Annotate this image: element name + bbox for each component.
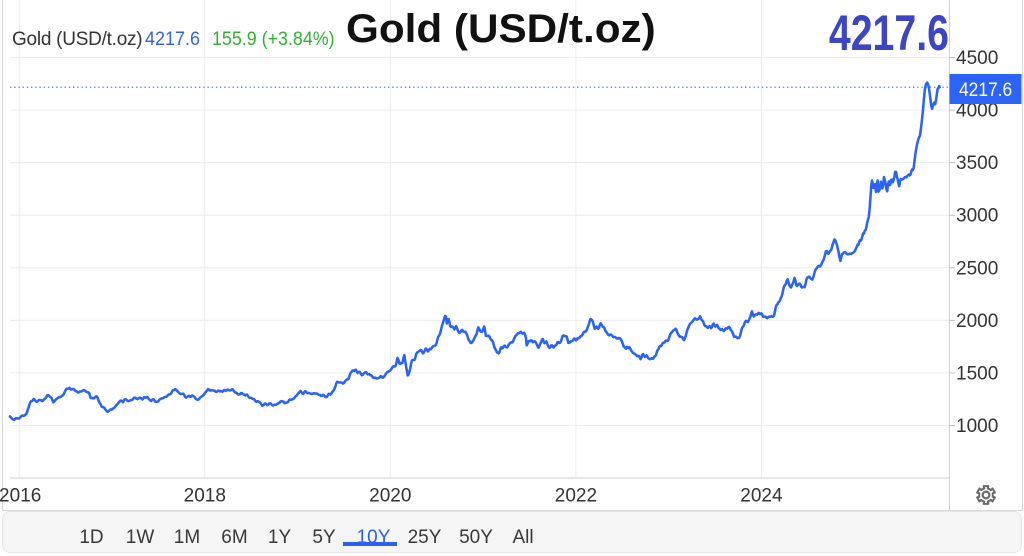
svg-text:2022: 2022 [555, 486, 597, 507]
svg-text:4500: 4500 [956, 48, 998, 69]
svg-text:2018: 2018 [184, 486, 226, 507]
svg-text:2016: 2016 [0, 486, 41, 507]
svg-text:3500: 3500 [956, 153, 998, 174]
svg-text:2020: 2020 [369, 486, 411, 507]
svg-text:2500: 2500 [956, 258, 998, 279]
svg-text:1500: 1500 [956, 363, 998, 384]
svg-text:2000: 2000 [956, 311, 998, 332]
svg-text:2024: 2024 [740, 486, 783, 507]
svg-text:1000: 1000 [956, 416, 998, 437]
svg-text:4000: 4000 [956, 101, 998, 122]
svg-text:4217.6: 4217.6 [959, 79, 1012, 101]
svg-text:3000: 3000 [956, 206, 998, 227]
